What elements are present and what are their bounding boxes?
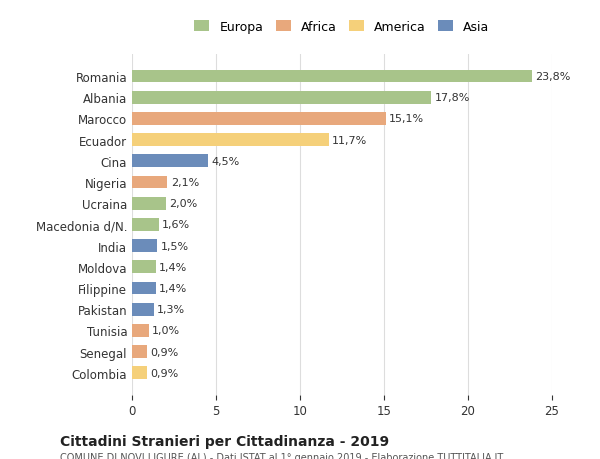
Text: 1,3%: 1,3% <box>157 304 185 314</box>
Bar <box>132 218 159 231</box>
Text: 1,5%: 1,5% <box>161 241 188 251</box>
Bar <box>132 346 147 358</box>
Text: 11,7%: 11,7% <box>332 135 367 146</box>
Bar <box>132 282 155 295</box>
Text: 1,0%: 1,0% <box>152 326 180 336</box>
Bar <box>132 134 329 147</box>
Text: 17,8%: 17,8% <box>434 93 470 103</box>
Text: 1,6%: 1,6% <box>162 220 190 230</box>
Bar <box>132 155 208 168</box>
Text: 4,5%: 4,5% <box>211 157 239 167</box>
Text: 2,1%: 2,1% <box>170 178 199 188</box>
Text: COMUNE DI NOVI LIGURE (AL) - Dati ISTAT al 1° gennaio 2019 - Elaborazione TUTTIT: COMUNE DI NOVI LIGURE (AL) - Dati ISTAT … <box>60 452 503 459</box>
Bar <box>132 303 154 316</box>
Text: 0,9%: 0,9% <box>151 347 179 357</box>
Bar <box>132 92 431 104</box>
Bar <box>132 113 386 125</box>
Bar <box>132 261 155 274</box>
Bar <box>132 240 157 252</box>
Text: 1,4%: 1,4% <box>159 283 187 293</box>
Text: 23,8%: 23,8% <box>535 72 571 82</box>
Text: 0,9%: 0,9% <box>151 368 179 378</box>
Text: 2,0%: 2,0% <box>169 199 197 209</box>
Text: Cittadini Stranieri per Cittadinanza - 2019: Cittadini Stranieri per Cittadinanza - 2… <box>60 434 389 448</box>
Legend: Europa, Africa, America, Asia: Europa, Africa, America, Asia <box>191 17 493 38</box>
Bar <box>132 367 147 379</box>
Bar <box>132 71 532 83</box>
Bar <box>132 197 166 210</box>
Text: 1,4%: 1,4% <box>159 262 187 272</box>
Bar <box>132 176 167 189</box>
Bar <box>132 325 149 337</box>
Text: 15,1%: 15,1% <box>389 114 424 124</box>
